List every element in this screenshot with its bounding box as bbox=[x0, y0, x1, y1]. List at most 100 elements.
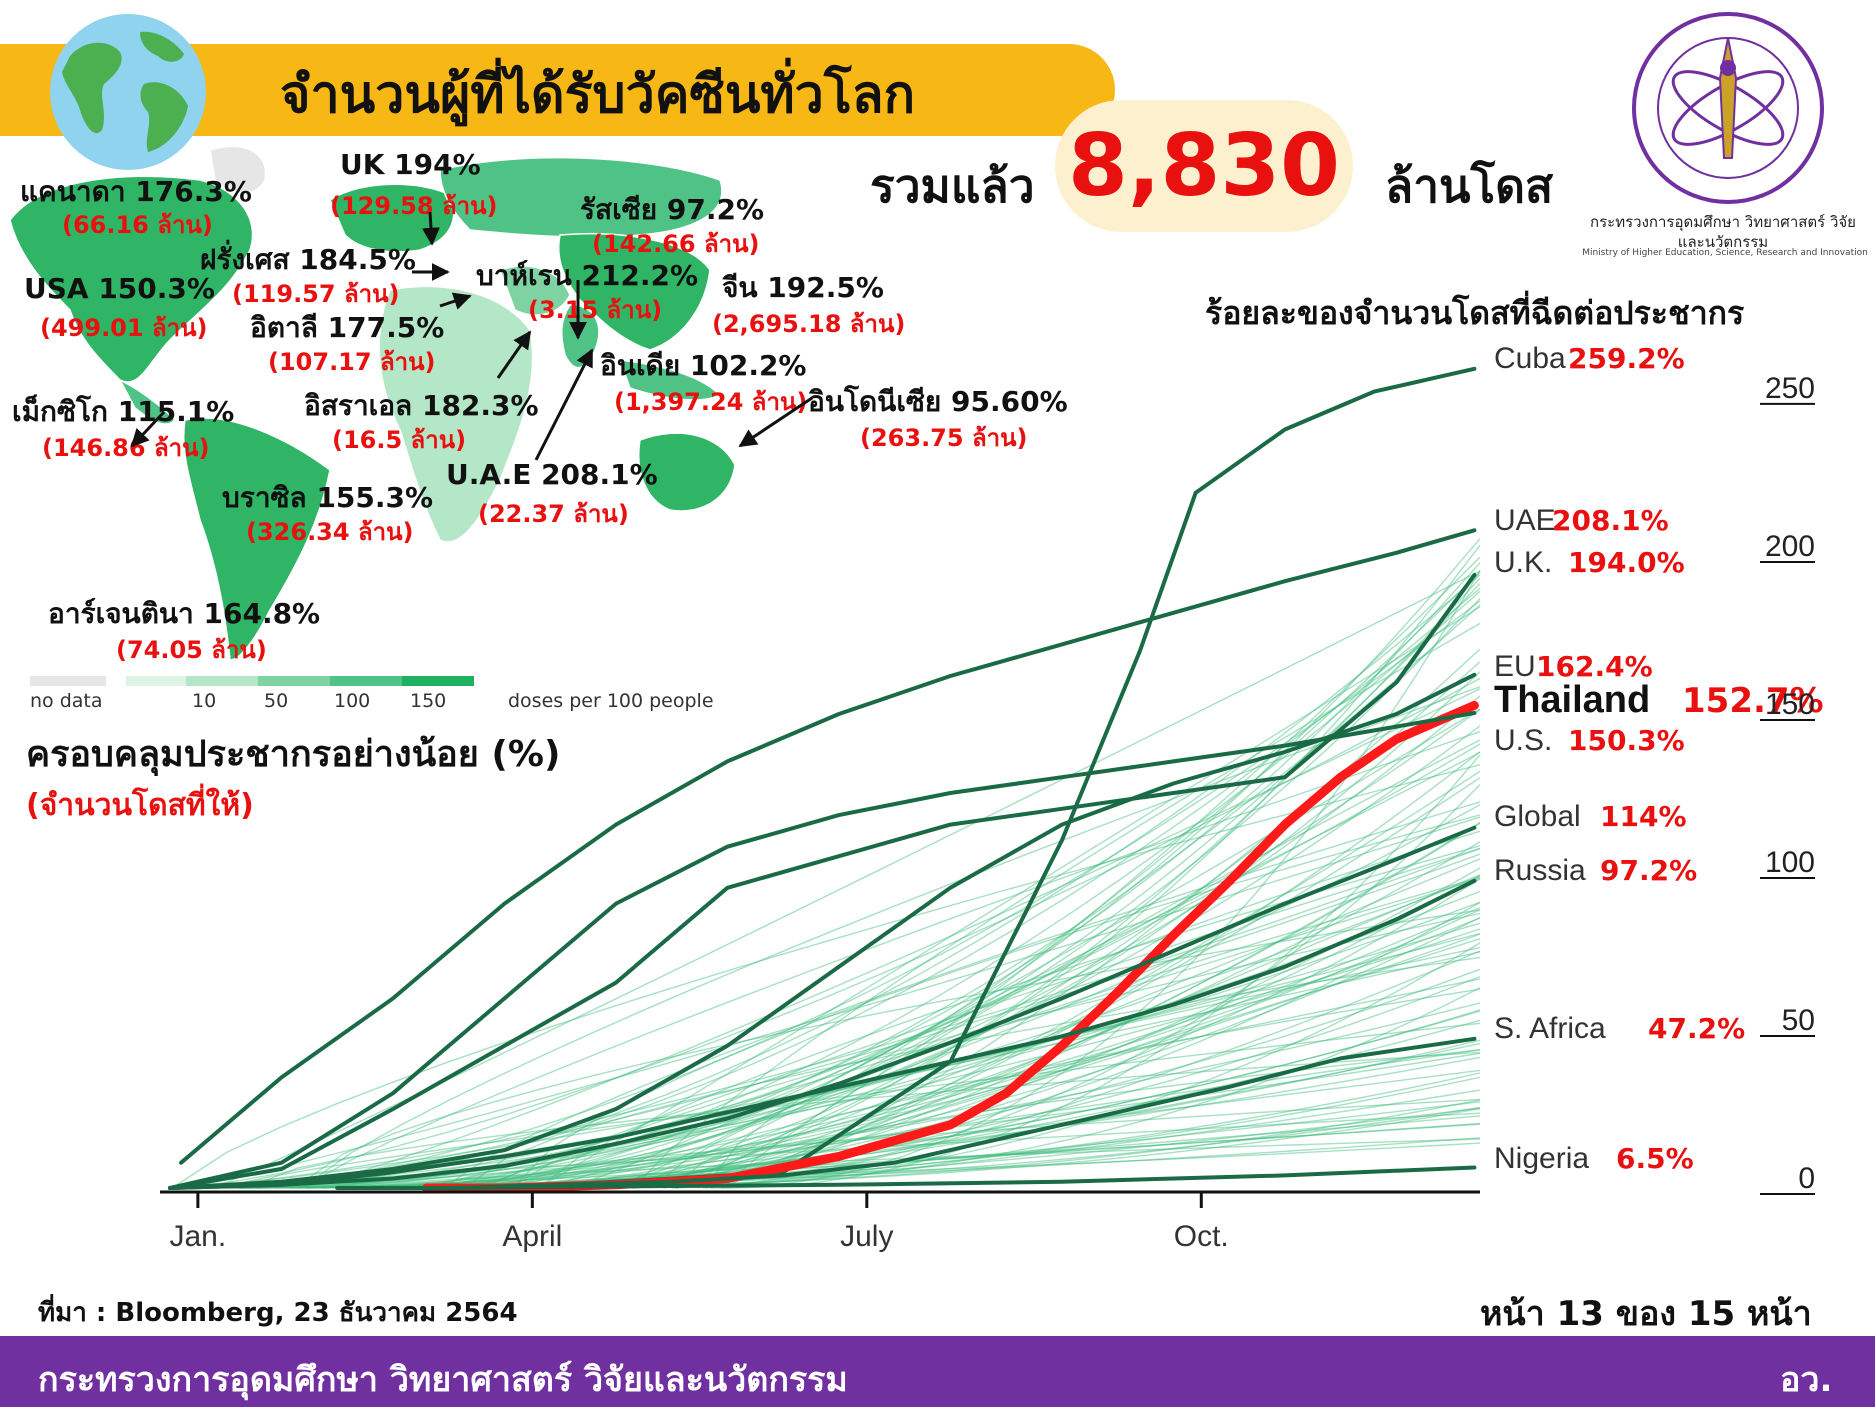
country-doses-russia: (142.66 ล้าน) bbox=[592, 230, 760, 258]
page-indicator: หน้า 13 ของ 15 หน้า bbox=[1480, 1294, 1812, 1334]
country-doses-uk: (129.58 ล้าน) bbox=[330, 192, 498, 220]
background-line bbox=[664, 556, 1481, 1189]
australia-shape bbox=[638, 432, 736, 512]
country-label-india: อินเดีย 102.2% bbox=[600, 349, 807, 382]
country-label-france: ฝรั่งเศส 184.5% bbox=[200, 243, 416, 276]
background-line bbox=[414, 917, 1481, 1189]
background-line bbox=[420, 1098, 1481, 1189]
series-label-name: S. Africa bbox=[1494, 1012, 1606, 1045]
country-doses-bahrain: (3.15 ล้าน) bbox=[528, 296, 663, 324]
south-america-shape bbox=[182, 417, 331, 660]
background-line bbox=[479, 743, 1481, 1189]
background-line bbox=[298, 968, 1481, 1189]
background-line bbox=[217, 1022, 1481, 1189]
legend-swatch-nodata bbox=[30, 676, 106, 686]
y-tick-label: 250 bbox=[1765, 372, 1815, 405]
background-line bbox=[537, 606, 1481, 1189]
background-line bbox=[363, 538, 1481, 1189]
background-line bbox=[323, 932, 1481, 1189]
background-line bbox=[632, 622, 1481, 1189]
background-line bbox=[482, 847, 1481, 1189]
series-label-value: 114% bbox=[1600, 800, 1687, 833]
background-line bbox=[248, 916, 1481, 1189]
series-label-value: 6.5% bbox=[1616, 1142, 1694, 1175]
series-line-eu bbox=[168, 672, 1477, 1190]
map-legend: no data 10 50 100 150 doses per 100 peop… bbox=[30, 676, 730, 716]
series-label-value: 208.1% bbox=[1552, 504, 1669, 537]
background-line bbox=[185, 816, 1481, 1189]
background-line bbox=[309, 901, 1481, 1189]
legend-caption: doses per 100 people bbox=[508, 690, 714, 712]
series-label-value: 162.4% bbox=[1536, 650, 1653, 683]
background-line bbox=[547, 1049, 1481, 1189]
north-america-shape bbox=[9, 175, 254, 383]
country-doses-france: (119.57 ล้าน) bbox=[232, 280, 400, 308]
legend-tick-100: 100 bbox=[334, 690, 371, 712]
background-line bbox=[174, 677, 1481, 1189]
background-line bbox=[170, 847, 1481, 1189]
background-line bbox=[704, 830, 1481, 1189]
series-label-name: Cuba bbox=[1494, 342, 1566, 375]
y-tick-label: 200 bbox=[1765, 530, 1815, 563]
legend-tick-150: 150 bbox=[410, 690, 447, 712]
background-line bbox=[417, 598, 1481, 1189]
country-label-canada: แคนาดา 176.3% bbox=[20, 175, 252, 208]
background-line bbox=[289, 906, 1481, 1189]
country-label-bahrain: บาห์เรน 212.2% bbox=[476, 259, 699, 292]
legend-nodata: no data bbox=[30, 690, 103, 712]
footer-bar bbox=[0, 1336, 1875, 1407]
country-label-uk: UK 194% bbox=[340, 148, 481, 181]
coverage-subtitle: (จำนวนโดสที่ให้) bbox=[26, 788, 254, 823]
country-label-italy: อิตาลี 177.5% bbox=[250, 311, 445, 344]
series-label-value: 194.0% bbox=[1568, 546, 1685, 579]
x-tick-label: Oct. bbox=[1174, 1220, 1229, 1253]
total-highlight-box bbox=[1055, 100, 1353, 232]
middle-east-shape bbox=[499, 265, 571, 316]
country-doses-argentina: (74.05 ล้าน) bbox=[116, 636, 267, 664]
asia-shape bbox=[558, 233, 711, 351]
background-line bbox=[463, 956, 1481, 1189]
country-label-russia: รัสเซีย 97.2% bbox=[580, 193, 764, 226]
background-line bbox=[448, 583, 1481, 1189]
background-line bbox=[357, 804, 1481, 1189]
x-tick-label: July bbox=[840, 1220, 893, 1253]
total-suffix: ล้านโดส bbox=[1385, 159, 1554, 213]
series-label-name: UAE bbox=[1494, 504, 1556, 537]
series-label-name: Global bbox=[1494, 800, 1581, 833]
series-line-global bbox=[168, 825, 1477, 1190]
ministry-name-en: Ministry of Higher Education, Science, R… bbox=[1582, 248, 1868, 258]
series-label-name: Nigeria bbox=[1494, 1142, 1589, 1175]
series-label-name: Russia bbox=[1494, 854, 1586, 887]
background-line bbox=[669, 988, 1481, 1189]
y-tick-label: 0 bbox=[1798, 1162, 1815, 1195]
country-label-uae: U.A.E 208.1% bbox=[446, 458, 658, 491]
background-line bbox=[651, 876, 1481, 1189]
background-line bbox=[173, 928, 1481, 1189]
greenland-shape bbox=[209, 145, 267, 194]
vaccination-line-chart: Jan. April July Oct. Cuba 259.2% UAE208.1%U.K… bbox=[160, 342, 1824, 1253]
background-line bbox=[665, 938, 1481, 1189]
country-label-brazil: บราซิล 155.3% bbox=[222, 481, 434, 514]
russia-shape bbox=[439, 156, 723, 238]
series-line-nigeria bbox=[446, 1165, 1477, 1190]
coverage-title: ครอบคลุมประชากรอย่างน้อย (%) bbox=[26, 734, 561, 775]
country-label-indonesia: อินโดนีเซีย 95.60% bbox=[808, 385, 1068, 418]
country-label-israel: อิสราเอล 182.3% bbox=[304, 389, 539, 422]
background-line bbox=[610, 708, 1481, 1189]
series-label-name: EU bbox=[1494, 650, 1536, 683]
background-line bbox=[671, 1089, 1481, 1189]
country-doses-mexico: (146.86 ล้าน) bbox=[42, 434, 210, 462]
series-label-name: U.S. bbox=[1494, 724, 1552, 757]
page-title: จำนวนผู้ที่ได้รับวัคซีนทั่วโลก bbox=[280, 65, 916, 125]
footer-ministry-name: กระทรวงการอุดมศึกษา วิทยาศาสตร์ วิจัยและ… bbox=[38, 1360, 848, 1400]
background-line bbox=[245, 1051, 1481, 1189]
series-label-name: Thailand bbox=[1494, 679, 1650, 721]
country-doses-canada: (66.16 ล้าน) bbox=[62, 211, 213, 239]
background-line bbox=[600, 933, 1481, 1189]
background-line bbox=[342, 1002, 1481, 1189]
ministry-logo bbox=[1632, 12, 1824, 204]
background-line bbox=[662, 858, 1481, 1189]
background-line bbox=[719, 874, 1481, 1189]
total-doses-value: 8,830 bbox=[1067, 116, 1341, 216]
